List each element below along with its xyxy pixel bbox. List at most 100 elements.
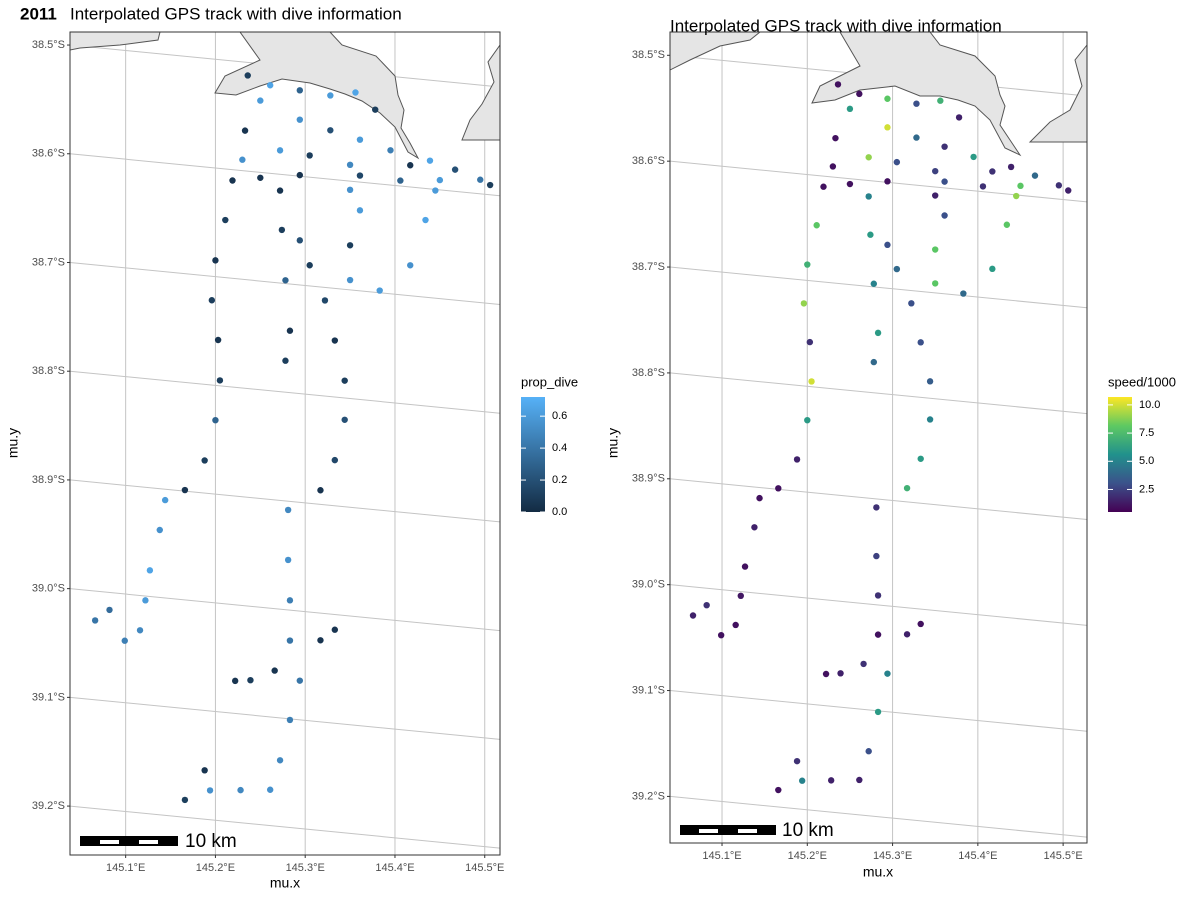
track-point [331, 337, 339, 344]
grid-line [670, 478, 1087, 520]
track-point [775, 786, 782, 794]
track-point [1065, 187, 1072, 194]
track-point [874, 631, 882, 638]
x-tick-label: 145.4°E [958, 850, 997, 862]
track-point [874, 708, 882, 716]
y-tick-label: 38.6°S [32, 148, 65, 160]
track-point [296, 171, 304, 179]
track-point [884, 670, 891, 677]
colorbar-tick-label: 0.6 [552, 410, 567, 422]
track-point [91, 617, 99, 624]
track-point [703, 601, 710, 609]
track-point [834, 81, 842, 88]
y-axis-label: mu.y [605, 428, 621, 458]
track-point [276, 147, 284, 154]
scale-bar-seg [139, 840, 158, 844]
track-point [717, 631, 725, 639]
x-tick-label: 145.4°E [375, 862, 414, 874]
land-shape [214, 32, 420, 160]
grid-line [670, 795, 1087, 838]
track-point [1013, 192, 1020, 200]
track-point [387, 147, 394, 154]
track-point [913, 134, 920, 141]
track-point [282, 277, 289, 284]
scale-bar: 10 km [680, 820, 834, 841]
track-point [286, 597, 294, 604]
x-tick-label: 145.1°E [106, 862, 145, 874]
track-point [970, 153, 977, 161]
track-point [201, 767, 208, 774]
grid-line [70, 261, 500, 305]
track-point [1007, 163, 1015, 171]
track-point [1017, 182, 1024, 190]
y-tick-label: 39.1°S [632, 684, 665, 696]
track-point [341, 416, 348, 423]
track-point [846, 105, 854, 113]
track-point [327, 92, 334, 99]
track-point [960, 290, 967, 297]
track-point [451, 166, 459, 173]
y-axis-label: mu.y [5, 428, 21, 458]
colorbar [1108, 397, 1132, 512]
track-point [989, 168, 996, 175]
track-point [331, 456, 339, 464]
track-point [827, 777, 835, 784]
land-shape [670, 32, 761, 71]
track-point [208, 297, 216, 304]
track-point [278, 226, 286, 234]
track-point [436, 176, 444, 184]
track-point [870, 280, 878, 287]
track-point [247, 676, 254, 684]
track-point [804, 416, 811, 424]
track-point [229, 177, 236, 184]
track-point [327, 127, 334, 134]
colorbar-tick-label: 7.5 [1139, 427, 1154, 439]
track-point [231, 677, 239, 685]
track-point [306, 262, 313, 269]
track-point [286, 637, 294, 644]
track-point [837, 670, 844, 677]
x-tick-label: 145.2°E [196, 862, 235, 874]
track-point [181, 796, 189, 804]
track-point [800, 300, 808, 307]
grid-line [70, 805, 500, 849]
legend-title: prop_dive [521, 374, 578, 389]
track-point [317, 487, 324, 494]
panel-border [69, 31, 501, 856]
track-point [407, 262, 414, 269]
track-point [955, 114, 963, 121]
track-point [917, 339, 924, 346]
grid [70, 32, 500, 855]
y-tick-label: 39.2°S [32, 800, 65, 812]
track-point [206, 787, 214, 794]
y-tick-label: 38.5°S [32, 39, 65, 51]
track-point [732, 621, 739, 629]
track-point [874, 329, 882, 337]
grid-line [670, 266, 1087, 309]
track-point [276, 757, 284, 764]
track-point [276, 187, 284, 194]
track-point [426, 157, 434, 164]
track-point [873, 552, 880, 560]
track-point [813, 222, 820, 229]
track-point [793, 456, 801, 463]
track-point [941, 143, 948, 150]
track-point [239, 156, 246, 163]
y-tick-label: 38.7°S [32, 256, 65, 268]
colorbar-tick-label: 0.0 [552, 506, 567, 518]
track-point [257, 97, 264, 104]
grid [670, 32, 1087, 843]
track-point [257, 174, 264, 181]
track-point [216, 377, 224, 384]
track-point [932, 192, 939, 199]
chart-title: Interpolated GPS track with dive informa… [70, 4, 402, 23]
land-shape [1028, 44, 1087, 143]
track-point [884, 241, 891, 249]
track-point [296, 87, 304, 94]
track-point [870, 358, 878, 366]
track-point [932, 167, 939, 175]
track-point [874, 592, 882, 599]
track-point [352, 89, 359, 96]
track-point [282, 357, 289, 364]
x-tick-label: 145.5°E [1043, 850, 1082, 862]
